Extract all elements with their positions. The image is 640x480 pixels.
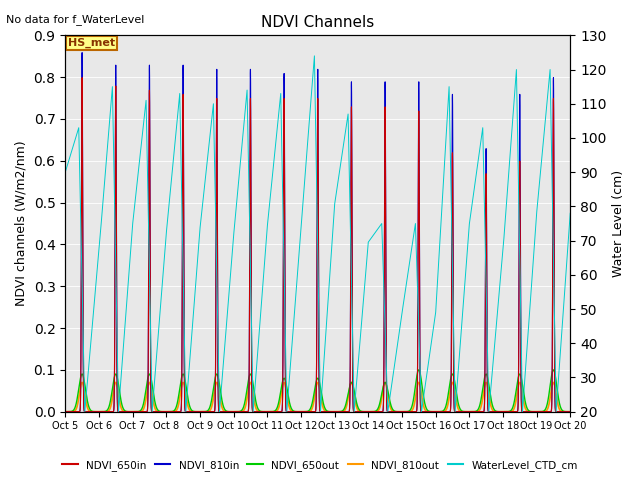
Text: HS_met: HS_met xyxy=(68,38,115,48)
Y-axis label: Water Level (cm): Water Level (cm) xyxy=(612,170,625,277)
Y-axis label: NDVI channels (W/m2/nm): NDVI channels (W/m2/nm) xyxy=(15,141,28,306)
Legend: NDVI_650in, NDVI_810in, NDVI_650out, NDVI_810out, WaterLevel_CTD_cm: NDVI_650in, NDVI_810in, NDVI_650out, NDV… xyxy=(58,456,582,475)
Title: NDVI Channels: NDVI Channels xyxy=(261,15,374,30)
Text: No data for f_WaterLevel: No data for f_WaterLevel xyxy=(6,14,145,25)
